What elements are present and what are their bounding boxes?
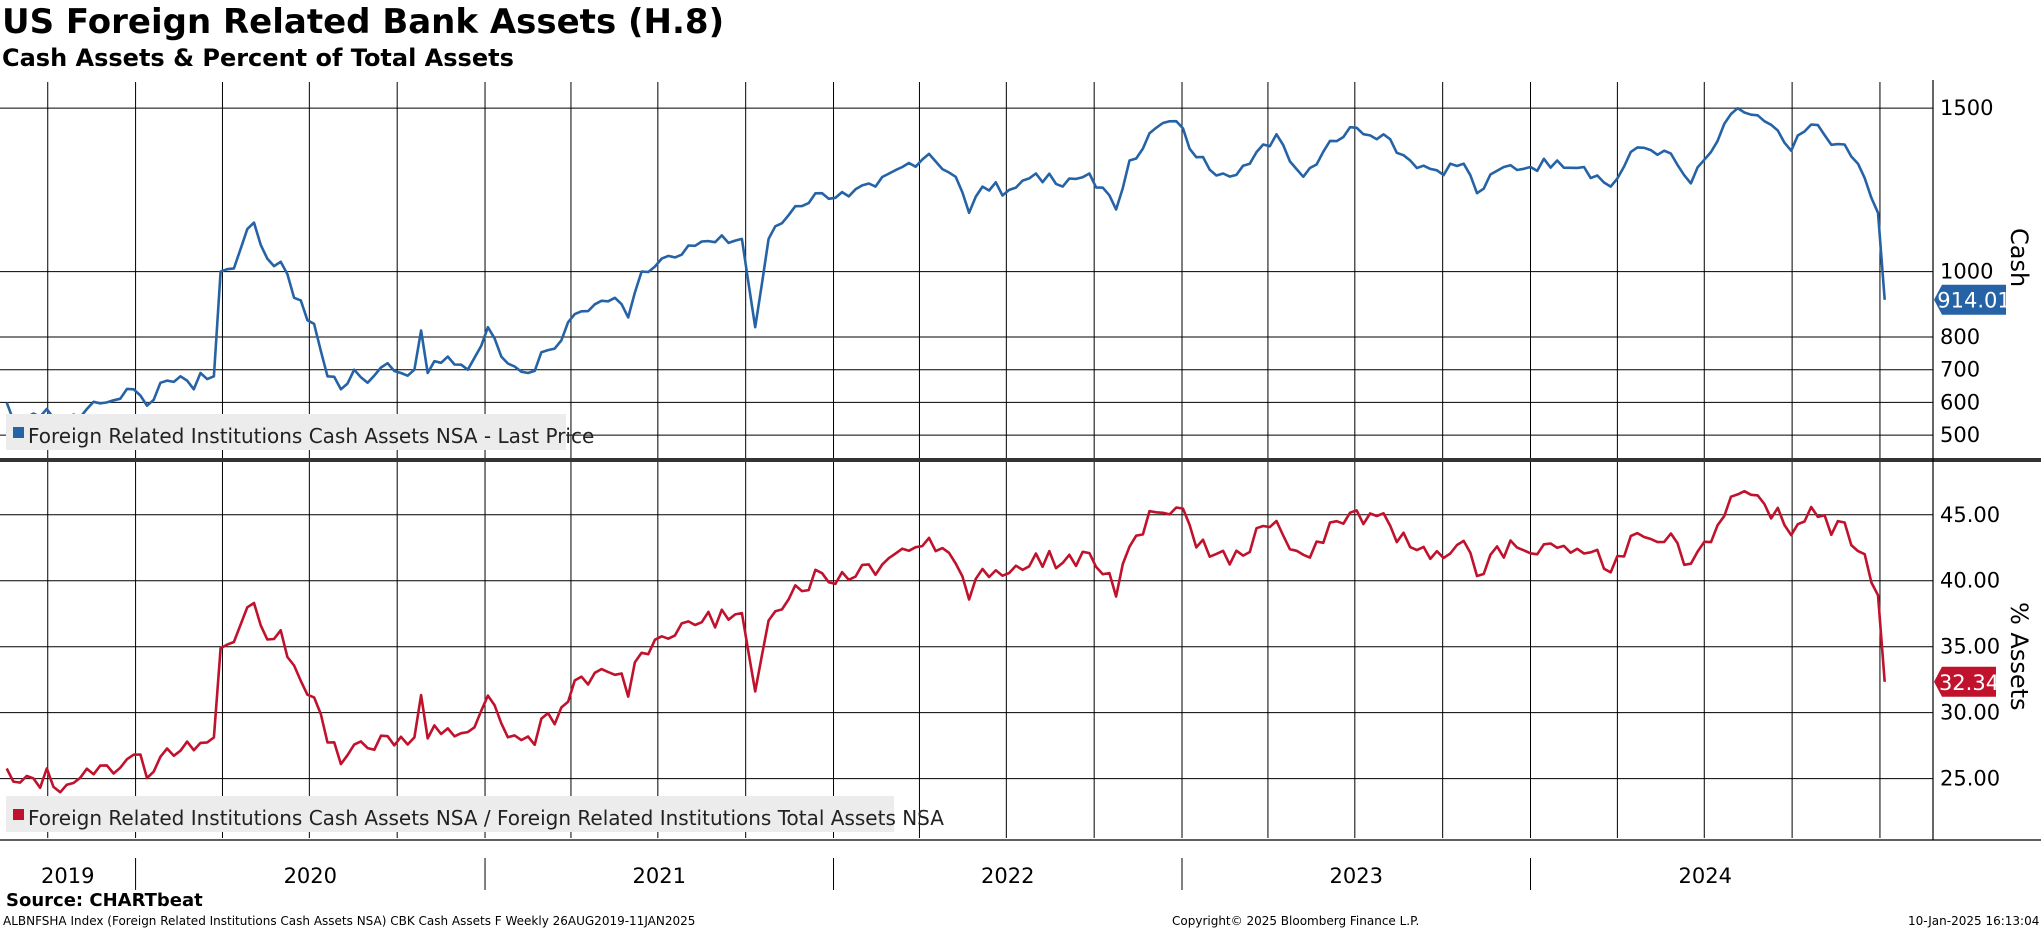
top-ytick-label: 500 <box>1940 423 1980 447</box>
bottom-ytick-label: 35.00 <box>1940 635 2000 659</box>
timestamp-note: 10-Jan-2025 16:13:04 <box>1908 914 2040 928</box>
cash-series <box>5 106 1886 422</box>
top-ytick-label: 1000 <box>1940 260 1993 284</box>
bottom-legend-box <box>6 796 894 832</box>
top-ytick-label: 1500 <box>1940 96 1993 120</box>
cash-last-badge <box>1934 284 2006 315</box>
x-axis: 2019 2020 2021 2022 2023 2024 <box>41 858 1732 890</box>
bottom-ytick-label: 40.00 <box>1940 569 2000 593</box>
top-y-axis: 500 600 700 800 1000 1500 Cash <box>1940 96 2033 447</box>
top-legend-box <box>6 414 566 450</box>
copyright-note: Copyright© 2025 Bloomberg Finance L.P. <box>1172 914 1420 928</box>
legends: Foreign Related Institutions Cash Assets… <box>6 414 944 832</box>
pct-line <box>5 489 1886 794</box>
x-year-label: 2021 <box>633 864 686 888</box>
top-ylabel: Cash <box>2005 228 2033 287</box>
x-year-label: 2019 <box>41 864 94 888</box>
panel-frame <box>0 80 2041 841</box>
last-value-badges: 914.01 32.34 <box>1934 284 2011 697</box>
x-year-label: 2023 <box>1330 864 1383 888</box>
bottom-y-axis: 25.00 30.00 35.00 40.00 45.00 % Assets <box>1940 503 2033 791</box>
cash-last-value: 914.01 <box>1937 289 2010 313</box>
bottom-ytick-label: 30.00 <box>1940 701 2000 725</box>
x-year-label: 2024 <box>1678 864 1731 888</box>
pct-last-value: 32.34 <box>1939 671 1999 695</box>
bottom-legend-swatch <box>13 809 24 820</box>
cash-line <box>5 106 1886 422</box>
bottom-ytick-label: 45.00 <box>1940 503 2000 527</box>
pct-series <box>5 489 1886 794</box>
top-legend-label: Foreign Related Institutions Cash Assets… <box>28 424 594 448</box>
top-legend-swatch <box>13 427 24 438</box>
source-note: Source: CHARTbeat <box>6 890 203 911</box>
top-ytick-label: 700 <box>1940 358 1980 382</box>
chart-subtitle: Cash Assets & Percent of Total Assets <box>2 44 514 72</box>
chart-title: US Foreign Related Bank Assets (H.8) <box>2 2 725 42</box>
top-panel-grid <box>0 82 1933 458</box>
top-ytick-label: 600 <box>1940 390 1980 414</box>
bottom-ylabel: % Assets <box>2005 602 2033 711</box>
top-ytick-label: 800 <box>1940 325 1980 349</box>
x-year-label: 2022 <box>981 864 1034 888</box>
bottom-ytick-label: 25.00 <box>1940 767 2000 791</box>
bottom-legend-label: Foreign Related Institutions Cash Assets… <box>28 806 944 830</box>
x-year-label: 2020 <box>284 864 337 888</box>
bottom-panel-grid <box>0 462 1933 838</box>
pct-last-badge <box>1934 666 1996 697</box>
ticker-note: ALBNFSHA Index (Foreign Related Institut… <box>3 914 696 928</box>
